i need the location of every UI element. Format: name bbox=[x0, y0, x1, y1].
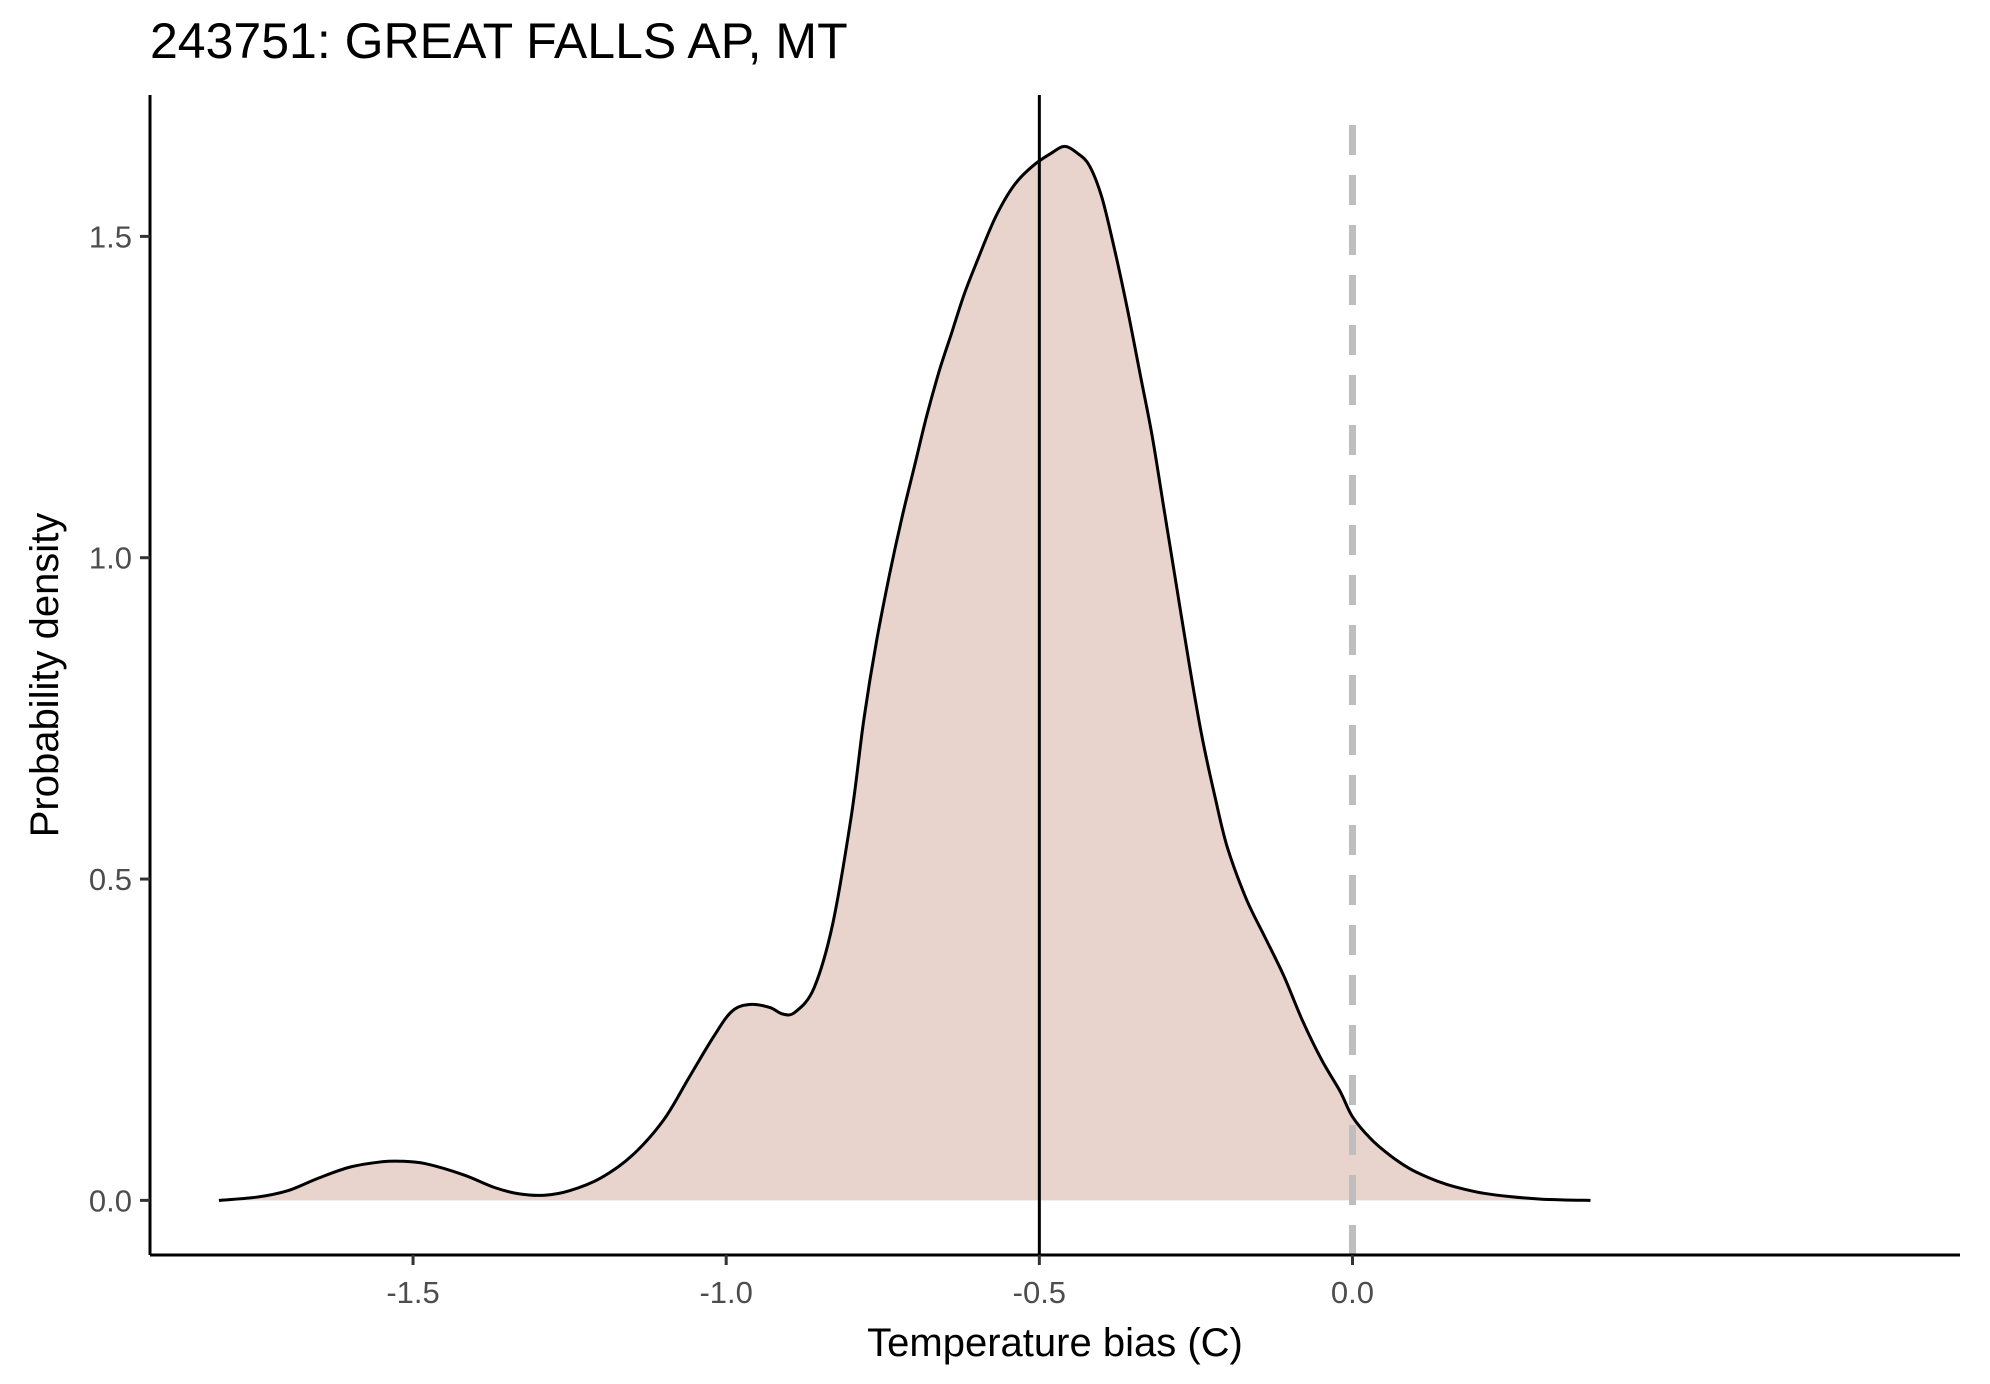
x-tick-label: -1.0 bbox=[699, 1275, 752, 1310]
x-tick-label: -1.5 bbox=[386, 1275, 439, 1310]
reference-lines-layer bbox=[1037, 95, 1356, 1255]
chart-title: 243751: GREAT FALLS AP, MT bbox=[150, 13, 848, 69]
y-tick-label: 0.0 bbox=[89, 1183, 132, 1218]
y-axis-title: Probability density bbox=[23, 513, 67, 838]
density-fill-layer bbox=[218, 146, 1591, 1201]
density-curve bbox=[218, 144, 1591, 1202]
density-area-fill bbox=[218, 146, 1591, 1201]
x-tick-label: 0.0 bbox=[1331, 1275, 1374, 1310]
x-axis-title: Temperature bias (C) bbox=[867, 1321, 1243, 1365]
y-tick-label: 1.5 bbox=[89, 219, 132, 254]
density-line-layer bbox=[218, 144, 1591, 1202]
y-tick-label: 1.0 bbox=[89, 541, 132, 576]
y-tick-label: 0.5 bbox=[89, 862, 132, 897]
ticks-layer: -1.5 -1.0 -0.5 0.0 0.0 0.5 1.0 1.5 bbox=[89, 219, 1374, 1310]
axes-layer bbox=[148, 95, 1960, 1257]
x-tick-label: -0.5 bbox=[1013, 1275, 1066, 1310]
